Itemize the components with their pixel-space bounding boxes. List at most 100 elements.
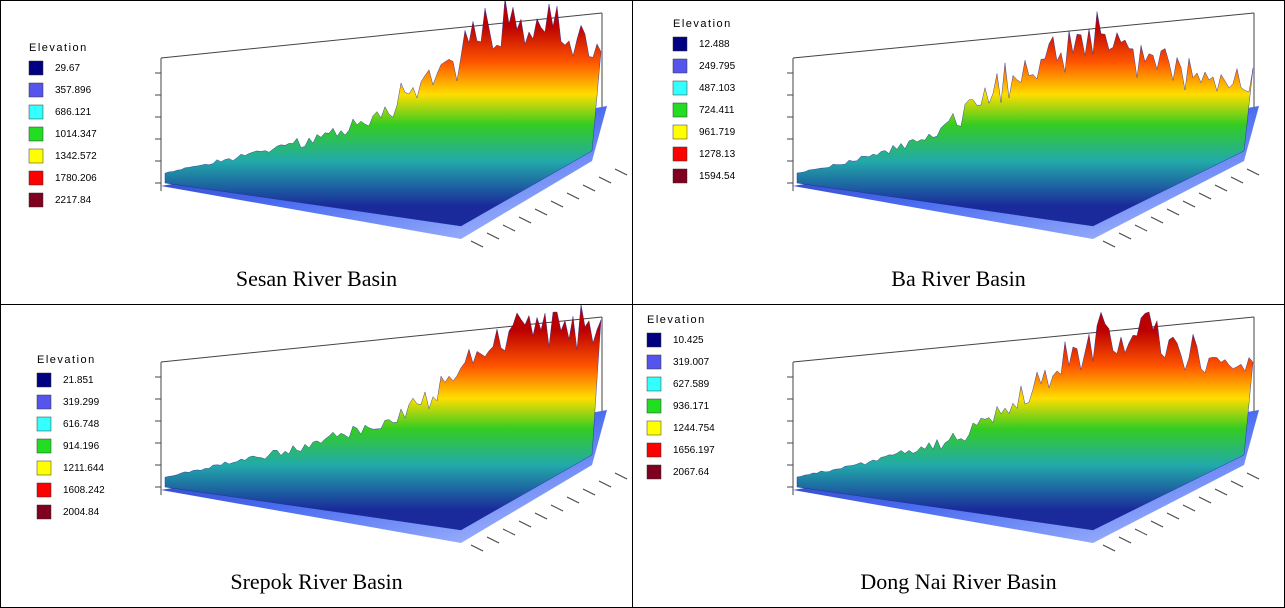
frame-line bbox=[792, 316, 1255, 363]
tick bbox=[1134, 224, 1148, 232]
caption: Dong Nai River Basin bbox=[860, 569, 1056, 594]
legend-label: 1608.242 bbox=[63, 485, 105, 496]
tick bbox=[1230, 176, 1244, 184]
surface bbox=[164, 305, 602, 531]
surface bbox=[796, 11, 1254, 227]
tick bbox=[1102, 544, 1116, 552]
legend-title: Elevation bbox=[29, 42, 88, 54]
tick bbox=[1214, 488, 1228, 496]
tick bbox=[598, 480, 612, 488]
legend-label: 616.748 bbox=[63, 419, 100, 430]
tick bbox=[534, 512, 548, 520]
legend-label: 29.67 bbox=[55, 63, 80, 74]
legend-label: 12.488 bbox=[699, 39, 730, 50]
tick bbox=[518, 520, 532, 528]
tick bbox=[566, 496, 580, 504]
tick bbox=[1246, 472, 1260, 480]
tick bbox=[614, 472, 628, 480]
legend-label: 686.121 bbox=[55, 107, 92, 118]
tick bbox=[1246, 168, 1260, 176]
surface-plot: Elevation 29.67 357.896 686.121 1014.347 1342… bbox=[28, 1, 628, 291]
tick bbox=[582, 488, 596, 496]
surface-plot: Elevation 12.488 249.795 487.103 724.411 961.… bbox=[672, 11, 1260, 291]
tick bbox=[1134, 528, 1148, 536]
legend-label: 319.299 bbox=[63, 397, 100, 408]
caption: Ba River Basin bbox=[891, 266, 1025, 291]
legend-label: 1594.54 bbox=[699, 171, 736, 182]
panel: Elevation 29.67 357.896 686.121 1014.347 1342… bbox=[0, 0, 633, 305]
legend-label: 357.896 bbox=[55, 85, 92, 96]
tick bbox=[582, 184, 596, 192]
legend-label: 1656.197 bbox=[673, 445, 715, 456]
tick bbox=[1118, 536, 1132, 544]
legend-swatch bbox=[28, 148, 44, 164]
legend-label: 1342.572 bbox=[55, 151, 97, 162]
legend-label: 2217.84 bbox=[55, 195, 92, 206]
legend-swatch bbox=[672, 102, 688, 118]
legend-label: 1244.754 bbox=[673, 423, 715, 434]
tick bbox=[518, 216, 532, 224]
caption: Sesan River Basin bbox=[236, 266, 397, 291]
legend-swatch bbox=[36, 416, 52, 432]
frame-line bbox=[792, 12, 1255, 59]
panel: Elevation 10.425 319.007 627.589 936.171 1244… bbox=[632, 304, 1285, 608]
tick bbox=[502, 528, 516, 536]
tick bbox=[470, 240, 484, 248]
legend-swatch bbox=[672, 36, 688, 52]
legend-swatch bbox=[28, 82, 44, 98]
legend-swatch bbox=[28, 126, 44, 142]
surface-plot: Elevation 21.851 319.299 616.748 914.196 1211… bbox=[36, 305, 628, 594]
legend-swatch bbox=[28, 192, 44, 208]
legend-label: 319.007 bbox=[673, 357, 710, 368]
legend-swatch bbox=[672, 80, 688, 96]
legend-swatch bbox=[28, 60, 44, 76]
legend-label: 487.103 bbox=[699, 83, 736, 94]
legend-label: 914.196 bbox=[63, 441, 100, 452]
legend-label: 2004.84 bbox=[63, 507, 100, 518]
legend-swatch bbox=[672, 124, 688, 140]
tick bbox=[1166, 208, 1180, 216]
caption: Srepok River Basin bbox=[230, 569, 402, 594]
tick bbox=[534, 208, 548, 216]
legend-label: 961.719 bbox=[699, 127, 736, 138]
legend-swatch bbox=[646, 420, 662, 436]
legend-swatch bbox=[36, 460, 52, 476]
legend-swatch bbox=[646, 376, 662, 392]
legend-label: 249.795 bbox=[699, 61, 736, 72]
legend-swatch bbox=[672, 146, 688, 162]
legend-swatch bbox=[672, 168, 688, 184]
tick bbox=[1182, 200, 1196, 208]
tick bbox=[1102, 240, 1116, 248]
frame-line bbox=[160, 12, 603, 59]
tick bbox=[1214, 184, 1228, 192]
panel: Elevation 21.851 319.299 616.748 914.196 1211… bbox=[0, 304, 633, 608]
surface bbox=[164, 1, 602, 227]
legend-label: 10.425 bbox=[673, 335, 704, 346]
tick bbox=[1198, 192, 1212, 200]
tick bbox=[1230, 480, 1244, 488]
tick bbox=[486, 232, 500, 240]
surface bbox=[796, 311, 1254, 531]
legend-swatch bbox=[672, 58, 688, 74]
tick bbox=[486, 536, 500, 544]
tick bbox=[1150, 520, 1164, 528]
legend-label: 627.589 bbox=[673, 379, 710, 390]
tick bbox=[550, 200, 564, 208]
tick bbox=[1198, 496, 1212, 504]
legend-swatch bbox=[36, 438, 52, 454]
legend-title: Elevation bbox=[37, 354, 96, 366]
tick bbox=[1166, 512, 1180, 520]
legend-swatch bbox=[36, 372, 52, 388]
legend-swatch bbox=[36, 482, 52, 498]
tick bbox=[550, 504, 564, 512]
legend-swatch bbox=[646, 464, 662, 480]
tick bbox=[598, 176, 612, 184]
legend-label: 1780.206 bbox=[55, 173, 97, 184]
tick bbox=[1182, 504, 1196, 512]
legend-swatch bbox=[646, 354, 662, 370]
tick bbox=[470, 544, 484, 552]
tick bbox=[1118, 232, 1132, 240]
legend-swatch bbox=[646, 332, 662, 348]
legend-label: 724.411 bbox=[699, 105, 735, 116]
